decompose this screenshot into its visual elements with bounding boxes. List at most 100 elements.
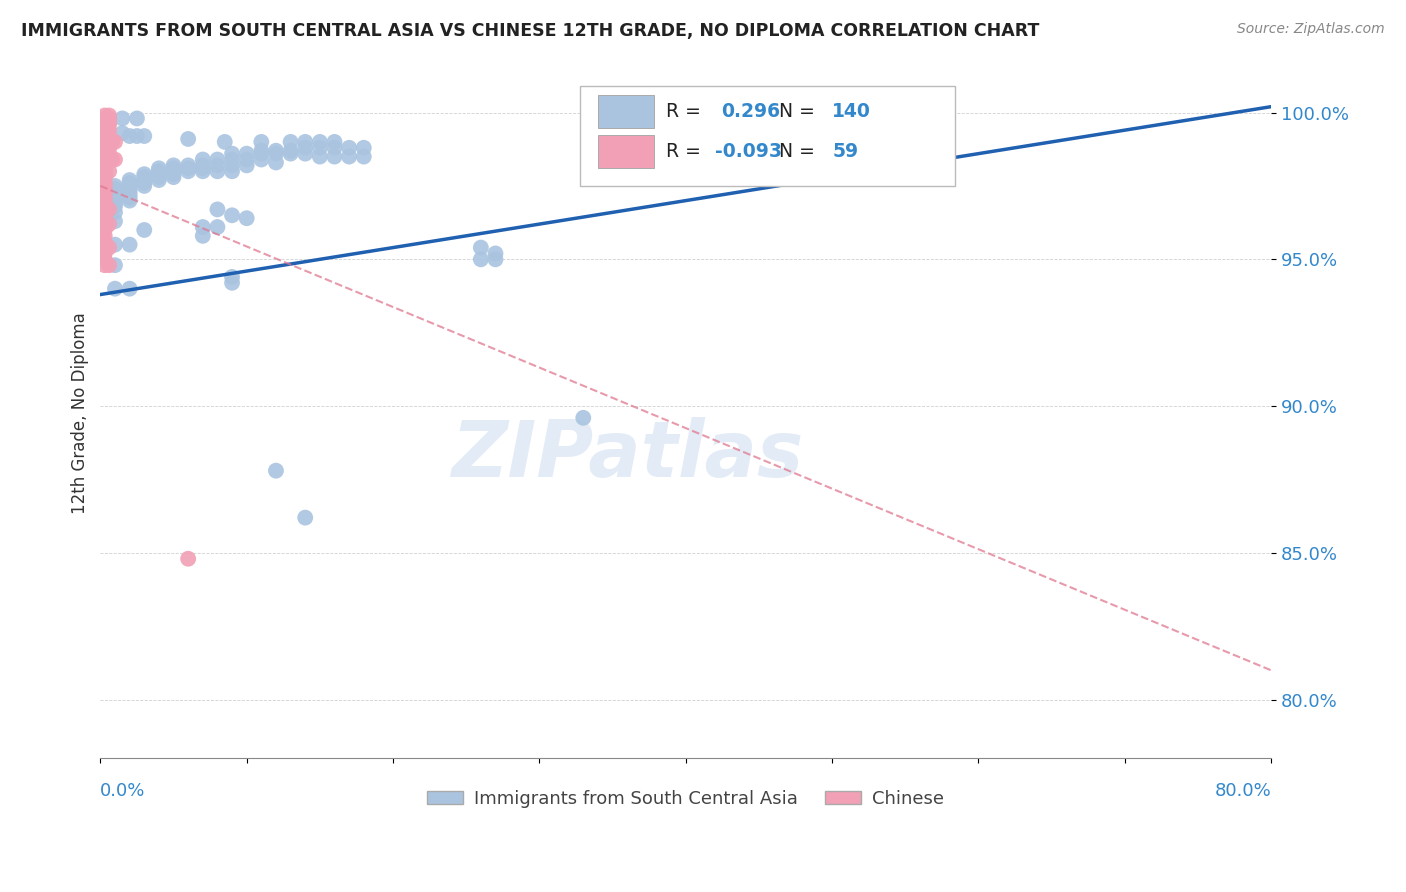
Point [104, 185, 127, 199]
Point [93, 150, 115, 164]
Point [162, 167, 184, 181]
FancyBboxPatch shape [581, 86, 955, 186]
Point [134, 170, 156, 185]
Point [93, 205, 115, 219]
Point [191, 228, 214, 243]
Point [353, 150, 375, 164]
Point [191, 161, 214, 176]
Point [93, 108, 115, 122]
Point [134, 167, 156, 181]
Point [93, 182, 115, 196]
Point [264, 146, 287, 161]
Point [294, 141, 316, 155]
Point [191, 158, 214, 172]
Point [294, 135, 316, 149]
Point [104, 258, 127, 272]
Point [118, 129, 141, 144]
Point [93, 217, 115, 231]
Point [250, 144, 273, 158]
Point [353, 141, 375, 155]
Point [93, 129, 115, 144]
Point [93, 178, 115, 193]
Point [104, 135, 127, 149]
Point [294, 146, 316, 161]
Text: 140: 140 [832, 102, 870, 120]
Point [93, 252, 115, 267]
Point [148, 161, 170, 176]
Point [235, 158, 257, 172]
Point [118, 173, 141, 187]
Point [93, 223, 115, 237]
Point [125, 129, 148, 144]
Text: 0.0%: 0.0% [100, 781, 146, 800]
Point [309, 135, 332, 149]
Point [104, 282, 127, 296]
Point [221, 269, 243, 284]
Point [98, 164, 121, 178]
Point [134, 129, 156, 144]
Point [118, 187, 141, 202]
Point [93, 167, 115, 181]
Point [221, 208, 243, 222]
Point [264, 144, 287, 158]
Point [323, 135, 346, 149]
Point [280, 146, 302, 161]
Legend: Immigrants from South Central Asia, Chinese: Immigrants from South Central Asia, Chin… [420, 782, 952, 815]
Point [191, 153, 214, 167]
Text: 80.0%: 80.0% [1215, 781, 1271, 800]
Point [280, 135, 302, 149]
Point [118, 185, 141, 199]
Text: R =: R = [666, 102, 700, 120]
Point [98, 258, 121, 272]
Point [93, 185, 115, 199]
Point [93, 164, 115, 178]
Point [250, 153, 273, 167]
Point [207, 164, 229, 178]
Point [93, 117, 115, 131]
Point [134, 176, 156, 190]
Point [93, 187, 115, 202]
Text: 0.296: 0.296 [721, 102, 780, 120]
Point [93, 158, 115, 172]
Point [93, 161, 115, 176]
Point [162, 170, 184, 185]
Point [98, 217, 121, 231]
Point [104, 187, 127, 202]
Point [111, 112, 134, 126]
Point [104, 196, 127, 211]
Point [221, 153, 243, 167]
Text: R =: R = [666, 142, 700, 161]
Point [98, 241, 121, 255]
FancyBboxPatch shape [598, 95, 654, 128]
Point [93, 196, 115, 211]
Point [221, 146, 243, 161]
Point [93, 246, 115, 260]
Point [207, 158, 229, 172]
Point [337, 150, 360, 164]
Point [93, 241, 115, 255]
Point [111, 126, 134, 140]
Point [134, 178, 156, 193]
Point [148, 167, 170, 181]
Point [235, 153, 257, 167]
Point [294, 510, 316, 524]
Text: ZIPatlas: ZIPatlas [451, 417, 803, 492]
Point [93, 141, 115, 155]
Point [93, 191, 115, 205]
Text: N =: N = [779, 102, 815, 120]
Point [98, 108, 121, 122]
Point [93, 126, 115, 140]
Point [191, 220, 214, 235]
Point [93, 202, 115, 217]
Point [93, 137, 115, 152]
Point [323, 150, 346, 164]
Point [323, 141, 346, 155]
Point [264, 464, 287, 478]
Point [337, 141, 360, 155]
Point [214, 135, 236, 149]
Point [191, 164, 214, 178]
Text: 59: 59 [832, 142, 858, 161]
Text: -0.093: -0.093 [716, 142, 782, 161]
Point [93, 123, 115, 137]
Point [101, 153, 124, 167]
